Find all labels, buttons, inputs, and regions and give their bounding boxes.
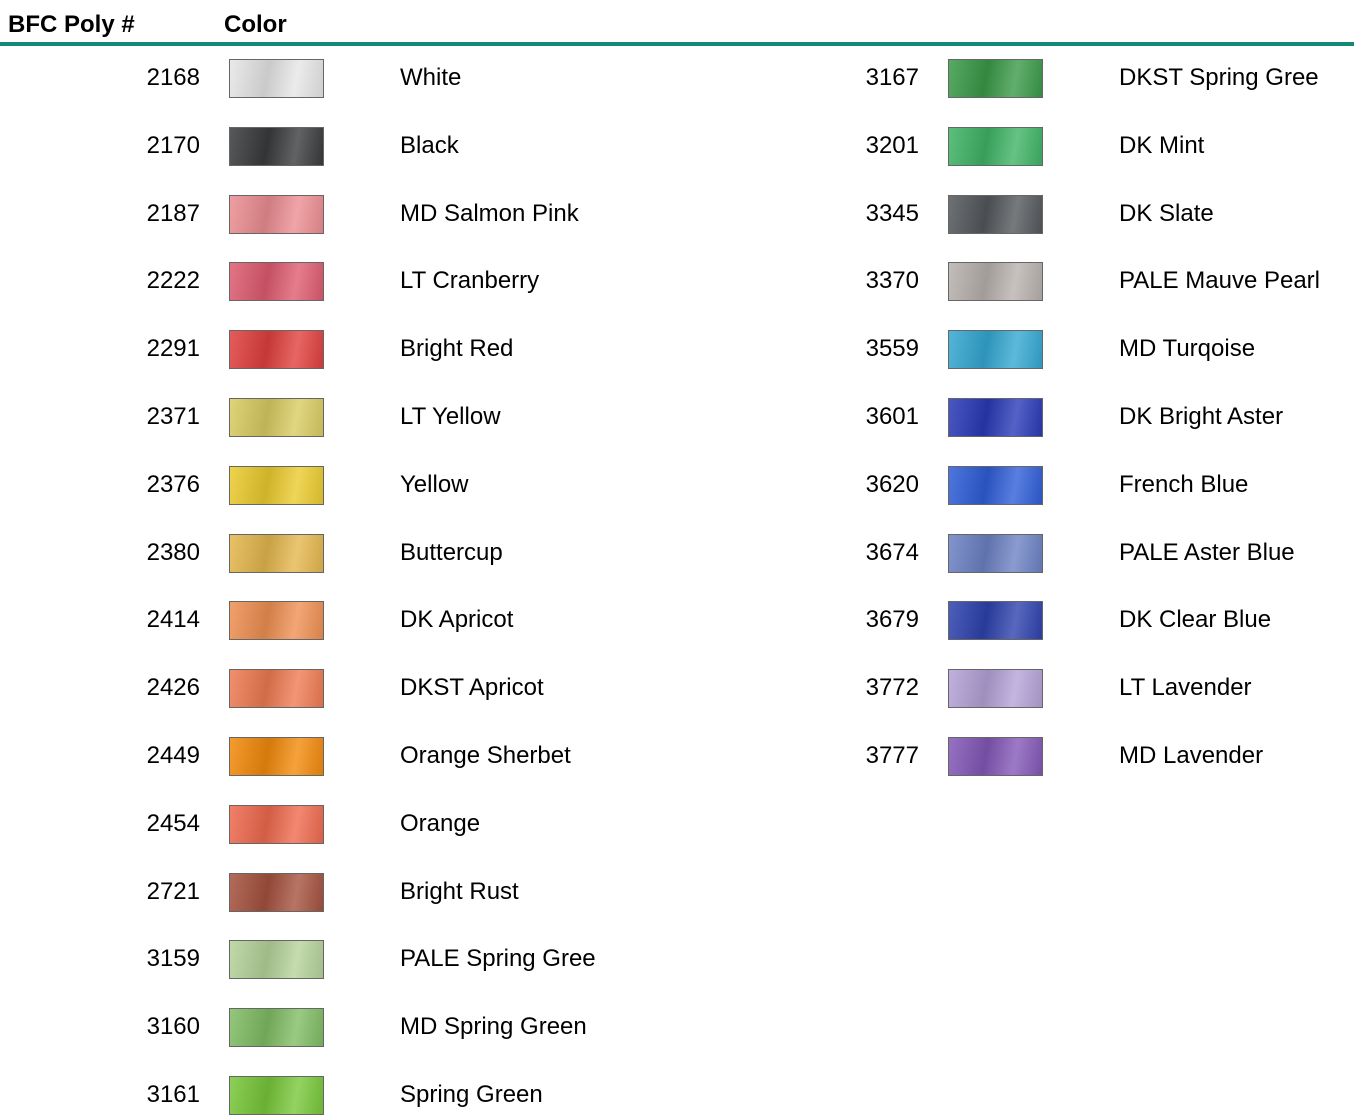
color-name: DK Bright Aster (1119, 403, 1284, 430)
color-name: MD Turqoise (1119, 335, 1256, 363)
color-name: Spring Green (400, 1081, 543, 1108)
color-name: DKST Apricot (400, 674, 544, 702)
poly-number: 2291 (146, 335, 200, 363)
color-swatch (229, 1008, 324, 1048)
poly-number: 3201 (865, 131, 919, 159)
color-swatch (948, 59, 1043, 98)
poly-number: 3345 (865, 199, 919, 227)
color-swatch (229, 533, 324, 573)
color-name: Black (400, 131, 459, 159)
color-swatch (948, 126, 1043, 166)
color-name: LT Yellow (400, 403, 501, 430)
color-name: Orange Sherbet (400, 742, 571, 769)
color-name: Orange (400, 809, 481, 837)
color-name: DKST Spring Gree (1119, 64, 1319, 91)
poly-number: 3772 (865, 674, 919, 702)
poly-number: 2371 (146, 403, 200, 430)
poly-number: 3167 (865, 64, 919, 91)
poly-number: 3370 (865, 267, 919, 295)
color-swatch (229, 262, 324, 302)
color-swatch (229, 669, 324, 709)
poly-number: 3601 (865, 403, 919, 430)
color-swatch (948, 533, 1043, 573)
color-swatch (948, 669, 1043, 709)
color-name: White (400, 64, 462, 91)
color-name: PALE Spring Gree (400, 945, 596, 973)
color-name: DK Clear Blue (1119, 606, 1272, 634)
header-color: Color (224, 11, 287, 38)
poly-number: 2170 (146, 131, 200, 159)
color-name: PALE Mauve Pearl (1119, 267, 1320, 295)
poly-number: 2222 (146, 267, 200, 295)
poly-number: 2376 (146, 470, 200, 498)
color-name: Buttercup (400, 538, 503, 566)
poly-number: 3159 (146, 945, 200, 973)
color-swatch (948, 262, 1043, 302)
color-swatch (229, 194, 324, 234)
poly-number: 2721 (146, 877, 200, 905)
color-swatch (229, 465, 324, 505)
poly-number: 3620 (865, 470, 919, 498)
poly-number: 2454 (146, 809, 200, 837)
poly-number: 3777 (865, 742, 919, 769)
poly-number: 2187 (146, 199, 200, 227)
color-swatch (229, 126, 324, 166)
color-swatch (229, 1076, 324, 1115)
color-name: MD Lavender (1119, 742, 1264, 769)
color-swatch (229, 59, 324, 98)
poly-number: 2449 (146, 742, 200, 769)
color-swatch (948, 601, 1043, 641)
color-swatch (948, 194, 1043, 234)
poly-number: 3679 (865, 606, 919, 634)
color-name: Yellow (400, 470, 469, 498)
color-swatch (229, 940, 324, 980)
poly-number: 2426 (146, 674, 200, 702)
color-swatch (229, 872, 324, 912)
poly-number: 2414 (146, 606, 200, 634)
poly-number: 2168 (146, 64, 200, 91)
header-rule (0, 42, 1354, 46)
color-swatch (229, 737, 324, 776)
color-name: PALE Aster Blue (1119, 538, 1295, 566)
color-name: DK Slate (1119, 199, 1214, 227)
color-swatch (229, 601, 324, 641)
color-name: DK Mint (1119, 131, 1205, 159)
color-swatch (229, 330, 324, 370)
poly-number: 3674 (865, 538, 919, 566)
color-name: MD Salmon Pink (400, 199, 579, 227)
color-swatch (948, 398, 1043, 437)
color-name: Bright Rust (400, 877, 519, 905)
color-name: MD Spring Green (400, 1013, 587, 1041)
color-name: DK Apricot (400, 606, 514, 634)
color-name: French Blue (1119, 470, 1249, 498)
color-swatch (229, 398, 324, 437)
color-swatch (948, 737, 1043, 776)
color-name: LT Cranberry (400, 267, 540, 295)
poly-number: 2380 (146, 538, 200, 566)
color-swatch (229, 804, 324, 844)
header-number: BFC Poly # (8, 11, 135, 38)
color-swatch (948, 330, 1043, 370)
color-name: LT Lavender (1119, 674, 1252, 702)
color-name: Bright Red (400, 335, 514, 363)
color-swatch (948, 465, 1043, 505)
poly-number: 3559 (865, 335, 919, 363)
poly-number: 3161 (146, 1081, 200, 1108)
poly-number: 3160 (146, 1013, 200, 1041)
